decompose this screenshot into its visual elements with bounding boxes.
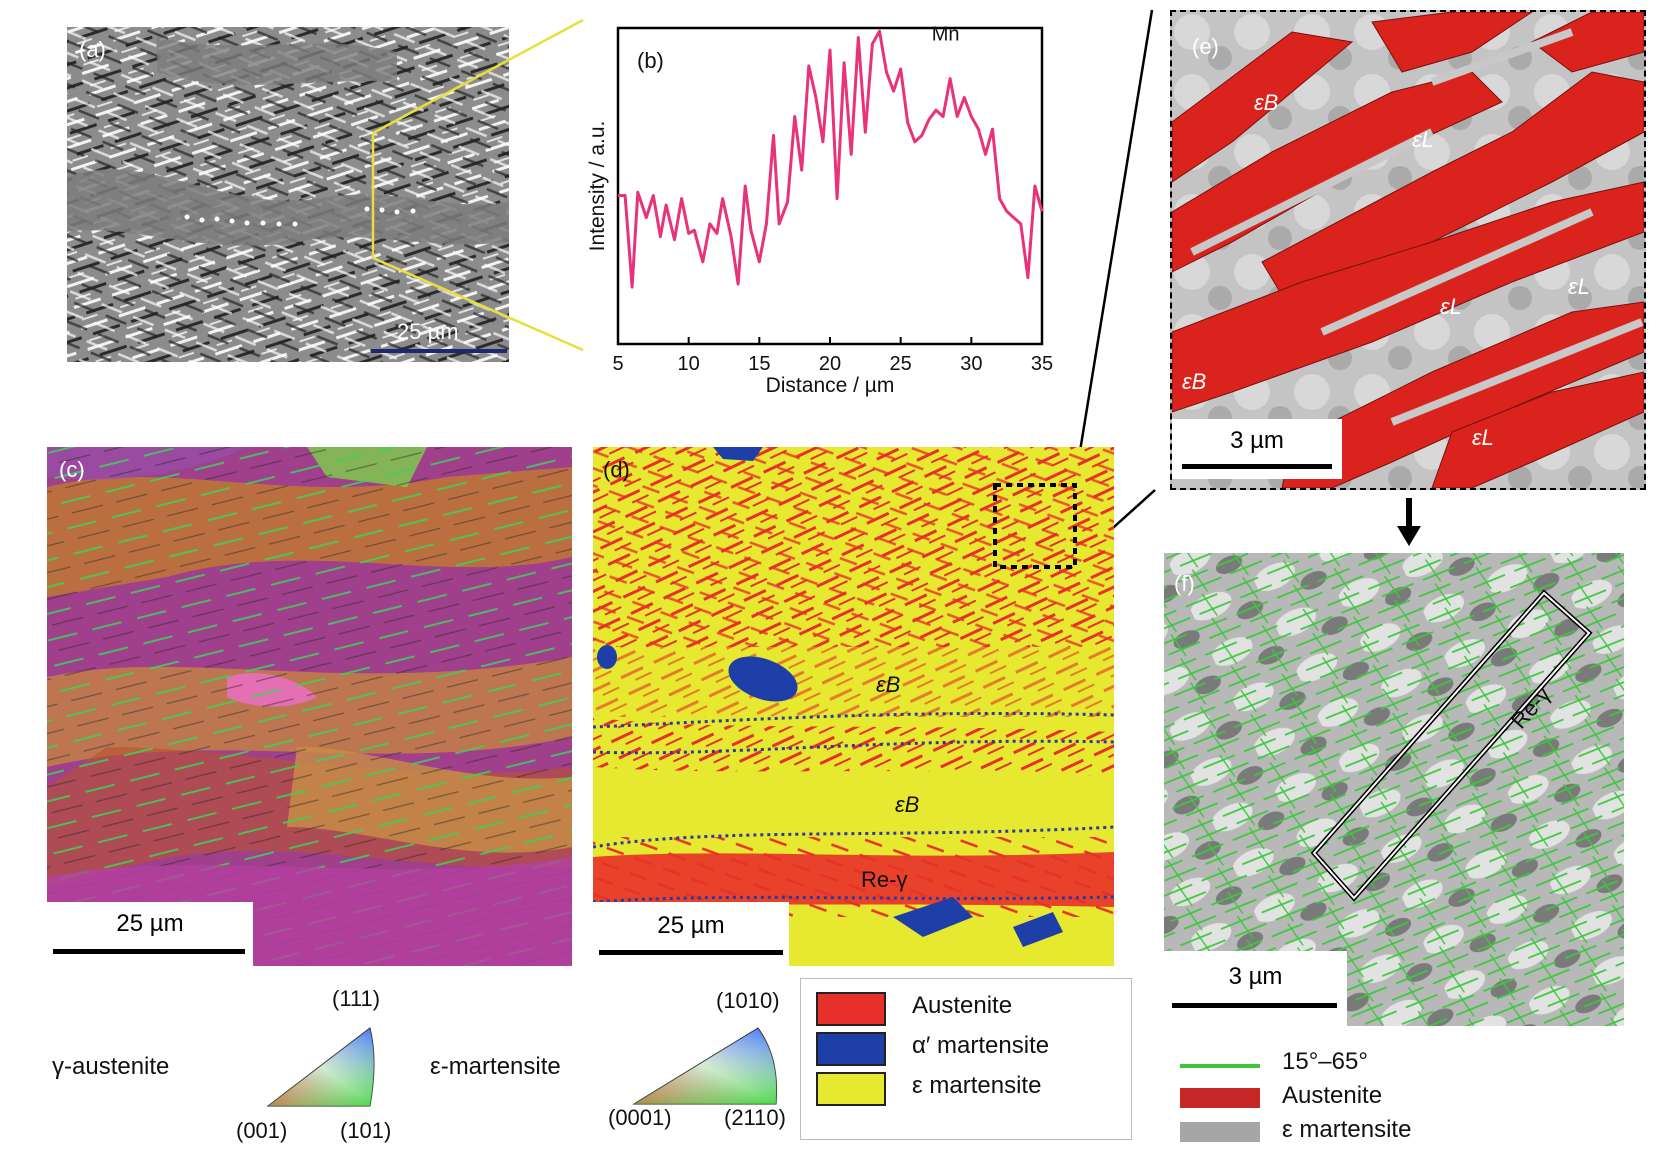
panel-c-scale-label: 25 µm <box>116 910 184 937</box>
panel-a-scale-label: 25 µm <box>397 319 459 344</box>
panel-b-label: (b) <box>637 48 664 73</box>
boundary-legend-swatch <box>1180 1088 1260 1108</box>
panel-e-scale-bar <box>1182 464 1332 469</box>
x-tick-label: 30 <box>960 353 982 375</box>
phase-legend-label: Austenite <box>912 992 1013 1019</box>
panel-a-sem-image: (a) 25 µm <box>67 27 509 362</box>
mn-series-line <box>618 29 1044 289</box>
eps-b-label-2: εB <box>1182 369 1207 394</box>
x-tick-label: 25 <box>890 353 912 375</box>
phase-map-d <box>593 447 1114 966</box>
x-tick-label: 15 <box>748 353 770 375</box>
panel-f-scale-label: 3 µm <box>1228 963 1283 990</box>
panel-b-chart: 5 10 15 20 25 30 35 Distance / µm Intensity / a.… <box>570 20 1090 430</box>
eps-l-label-3: εL <box>1568 274 1590 299</box>
phase-legend-label: α′ martensite <box>912 1032 1050 1059</box>
panel-c-scalebox: 25 µm <box>47 902 253 966</box>
phase-legend-label: ε martensite <box>912 1072 1042 1099</box>
panel-d-label: (d) <box>603 457 630 482</box>
eps-b-label-d1: εB <box>876 672 901 697</box>
panel-c-label: (c) <box>59 457 85 482</box>
eps-l-label-2: εL <box>1440 294 1462 319</box>
panel-e-label: (e) <box>1192 34 1219 59</box>
panel-e-scale-label: 3 µm <box>1230 427 1284 454</box>
boundary-legend-swatch <box>1180 1064 1260 1068</box>
panel-e-scalebox: 3 µm <box>1172 419 1342 479</box>
eps-martensite-label: ε-martensite <box>430 1053 561 1080</box>
x-tick-label: 20 <box>819 353 841 375</box>
boundary-legend-swatch <box>1180 1122 1260 1142</box>
panel-d-scale-bar <box>599 950 783 955</box>
boundary-legend-label: 15°–65° <box>1282 1048 1368 1075</box>
panel-f-scalebox: 3 µm <box>1164 951 1347 1026</box>
eps-l-label-1: εL <box>1412 127 1434 152</box>
panel-c-ipf-map: (c) 25 µm <box>47 447 572 966</box>
ipf-triangle-eps <box>632 1027 778 1105</box>
panel-a-label: (a) <box>79 37 106 62</box>
panel-f-boundary-map: (f) Re-γ 3 µm <box>1164 553 1624 1026</box>
panel-d-scale-label: 25 µm <box>657 912 725 939</box>
phase-swatch <box>816 992 886 1026</box>
phase-swatch <box>816 1072 886 1106</box>
sem-texture <box>67 27 509 362</box>
ipf-gamma-top: (111) <box>332 986 381 1011</box>
phase-swatch <box>816 1032 886 1066</box>
boundary-map-texture <box>1164 553 1624 1026</box>
eps-b-label-d2: εB <box>895 792 920 817</box>
ipf-eps-right: (2110) <box>724 1105 786 1130</box>
ipf-eps-left: (0001) <box>608 1105 672 1130</box>
boundary-legend-label: ε martensite <box>1282 1116 1412 1143</box>
panel-e-phase-map: (e) εB εB εL εL εL εL 3 µm <box>1170 10 1646 490</box>
x-tick-label: 35 <box>1031 353 1053 375</box>
ipf-eps-top: (1010) <box>716 988 780 1013</box>
intensity-chart: 5 10 15 20 25 30 35 Distance / µm Intensity / a.… <box>586 24 1053 397</box>
panel-a-scale-bar <box>371 349 507 353</box>
gamma-austenite-label: γ-austenite <box>52 1053 170 1080</box>
ipf-triangle-gamma <box>266 1027 375 1107</box>
panel-f-scale-bar <box>1172 1003 1337 1008</box>
x-tick-label: 10 <box>678 353 700 375</box>
re-gamma-label-d: Re-γ <box>861 867 908 892</box>
panel-d-scalebox: 25 µm <box>593 902 789 966</box>
x-axis-label: Distance / µm <box>766 374 895 397</box>
series-annotation: Mn <box>932 24 960 46</box>
ipf-gamma-left: (001) <box>236 1118 288 1143</box>
panel-f-label: (f) <box>1174 571 1195 596</box>
panel-c-scale-bar <box>53 949 245 954</box>
x-tick-label: 5 <box>612 353 623 375</box>
eps-l-label-4: εL <box>1472 425 1494 450</box>
panel-d-phase-map: (d) εB εB Re-γ 25 µm <box>593 447 1114 966</box>
boundary-legend-label: Austenite <box>1282 1082 1383 1109</box>
phase-map-texture <box>1172 12 1644 488</box>
ipf-texture <box>47 447 572 966</box>
ipf-gamma-right: (101) <box>340 1118 392 1143</box>
y-axis-label: Intensity / a.u. <box>586 121 609 252</box>
eps-b-label-1: εB <box>1254 90 1279 115</box>
